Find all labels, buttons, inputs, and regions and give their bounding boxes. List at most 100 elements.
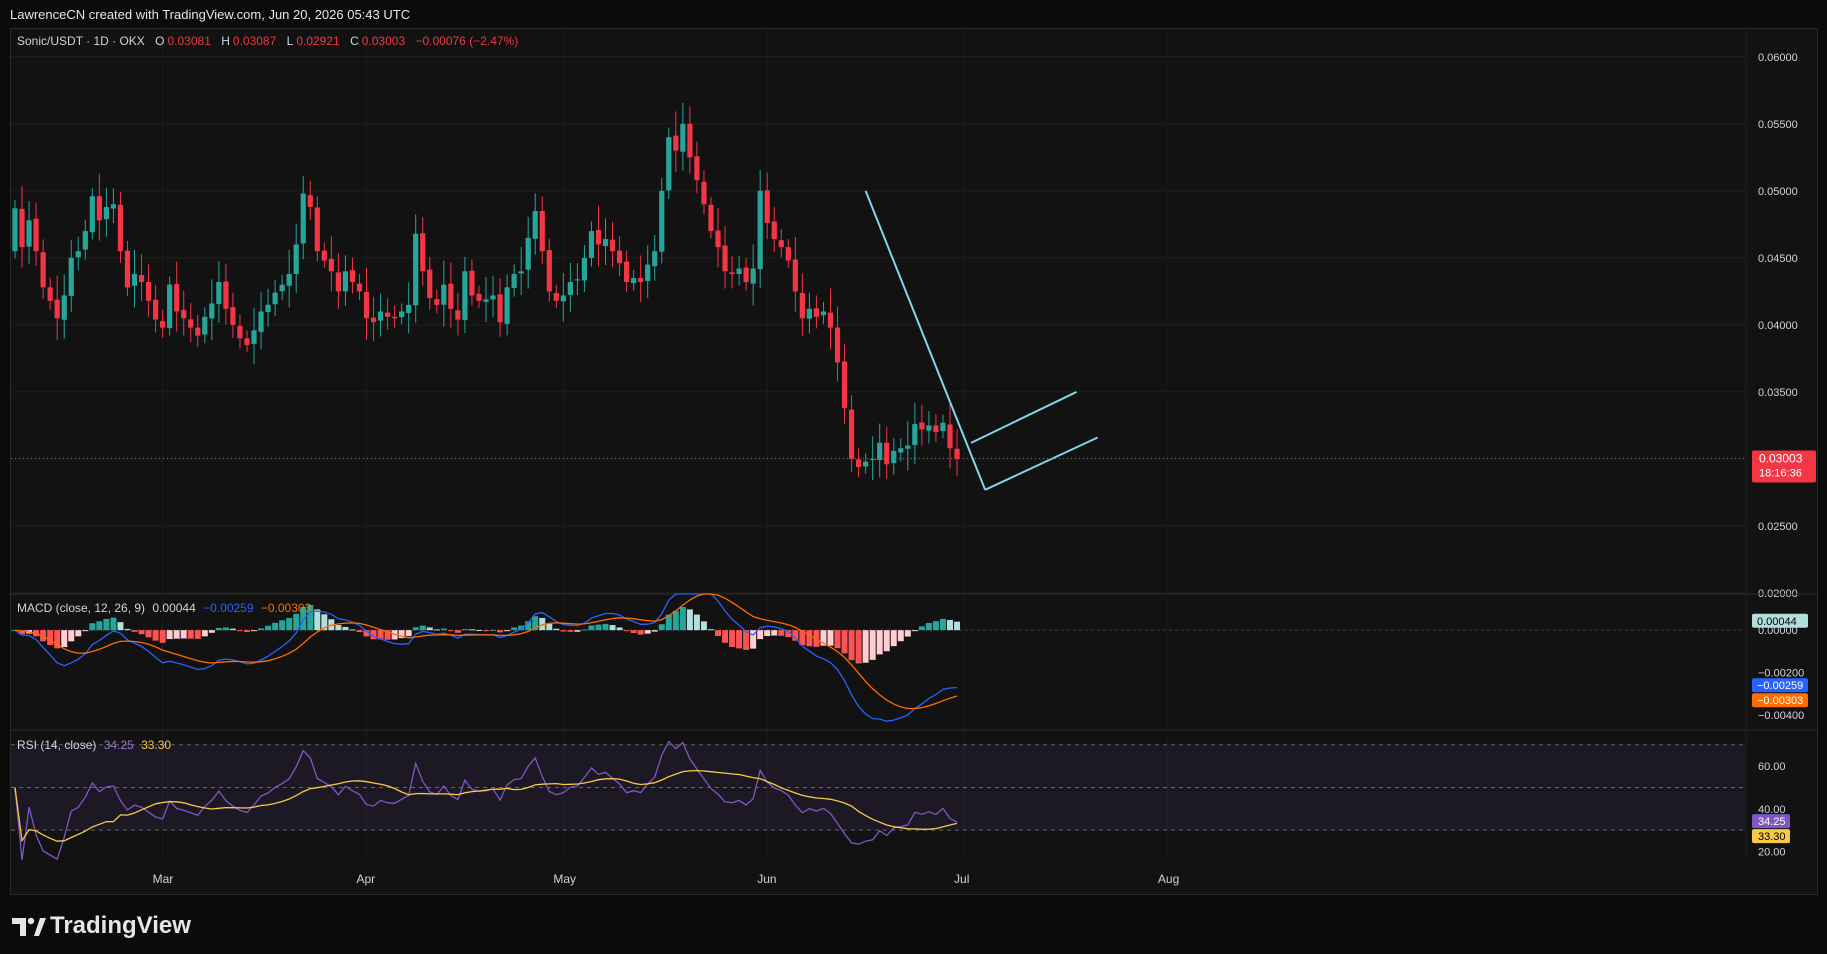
candle-body[interactable] [68,257,74,296]
candle-body[interactable] [863,461,869,467]
candle-body[interactable] [455,310,461,320]
candle-body[interactable] [771,221,777,240]
candle-body[interactable] [153,299,159,320]
candle-body[interactable] [631,277,637,284]
candle-body[interactable] [891,450,897,464]
candle-body[interactable] [905,445,911,449]
candle-body[interactable] [434,299,440,305]
candle-body[interactable] [532,210,538,239]
candle-body[interactable] [785,247,791,261]
candle-body[interactable] [806,308,812,319]
candle-body[interactable] [595,229,602,245]
candle-body[interactable] [117,204,124,252]
candle-body[interactable] [363,291,370,319]
candle-body[interactable] [413,233,419,306]
candle-body[interactable] [321,250,327,261]
candle-body[interactable] [181,309,187,319]
candle-body[interactable] [209,303,215,319]
candle-body[interactable] [666,137,672,191]
candle-body[interactable] [680,123,686,152]
candle-body[interactable] [258,311,264,332]
candle-body[interactable] [370,317,377,323]
candle-body[interactable] [251,330,257,344]
candle-body[interactable] [328,258,334,272]
candle-body[interactable] [497,294,503,323]
candle-body[interactable] [820,311,827,316]
candle-body[interactable] [940,422,946,432]
candle-body[interactable] [272,292,278,305]
wedge-lower-line[interactable] [984,436,1099,491]
symbol-label[interactable]: Sonic/USDT · 1D · OKX [17,34,145,48]
candle-body[interactable] [539,210,545,252]
candle-body[interactable] [574,279,580,281]
candle-body[interactable] [462,271,468,321]
candle-body[interactable] [377,311,384,321]
candle-body[interactable] [624,261,630,283]
candle-body[interactable] [778,240,784,248]
candle-body[interactable] [19,208,25,248]
candle-body[interactable] [124,250,131,288]
tradingview-wordmark[interactable]: TradingView [50,912,191,939]
candle-body[interactable] [799,293,805,319]
candle-body[interactable] [167,284,173,329]
candle-body[interactable] [342,271,349,292]
candle-body[interactable] [912,424,918,446]
wedge-upper-line[interactable] [970,391,1077,444]
candle-body[interactable] [40,252,46,288]
candle-body[interactable] [813,308,820,317]
candle-body[interactable] [384,312,391,317]
candle-body[interactable] [588,231,595,258]
candle-body[interactable] [511,273,517,288]
candle-body[interactable] [708,204,714,232]
candle-body[interactable] [216,282,222,304]
candle-body[interactable] [933,425,939,433]
candle-body[interactable] [638,277,644,283]
candle-body[interactable] [160,321,166,328]
candle-body[interactable] [293,244,299,274]
candle-body[interactable] [420,233,426,272]
candle-body[interactable] [286,273,292,286]
candle-body[interactable] [750,268,756,284]
candle-body[interactable] [490,295,496,300]
candle-body[interactable] [504,287,510,324]
candle-body[interactable] [476,293,482,301]
candle-body[interactable] [919,422,925,430]
candle-body[interactable] [567,282,573,295]
candle-body[interactable] [616,250,623,264]
candle-body[interactable] [131,273,138,286]
candle-body[interactable] [399,311,405,318]
candle-body[interactable] [300,193,306,244]
candle-body[interactable] [356,283,363,292]
candle-body[interactable] [764,190,770,224]
candle-body[interactable] [729,272,735,274]
candle-body[interactable] [33,218,39,252]
candle-body[interactable] [757,190,763,270]
candle-body[interactable] [469,270,475,296]
candle-body[interactable] [926,425,932,431]
candle-body[interactable] [673,135,679,151]
candle-body[interactable] [518,271,524,274]
candle-body[interactable] [856,459,862,467]
candle-body[interactable] [694,156,700,181]
candle-body[interactable] [947,424,953,449]
candle-body[interactable] [237,325,243,339]
candle-body[interactable] [61,295,67,320]
candle-body[interactable] [609,239,616,252]
candle-body[interactable] [722,245,728,272]
candle-body[interactable] [652,251,658,267]
candle-body[interactable] [553,293,559,301]
candle-body[interactable] [483,299,489,302]
candle-body[interactable] [560,295,566,302]
candle-body[interactable] [715,230,721,248]
candle-body[interactable] [581,257,588,281]
candle-body[interactable] [82,231,88,250]
candle-body[interactable] [877,442,883,461]
candle-body[interactable] [230,307,236,325]
candle-body[interactable] [110,204,117,209]
candle-body[interactable] [525,237,531,270]
candle-body[interactable] [827,312,834,328]
candle-body[interactable] [687,123,693,158]
candle-body[interactable] [602,239,609,247]
candle-body[interactable] [307,195,313,207]
